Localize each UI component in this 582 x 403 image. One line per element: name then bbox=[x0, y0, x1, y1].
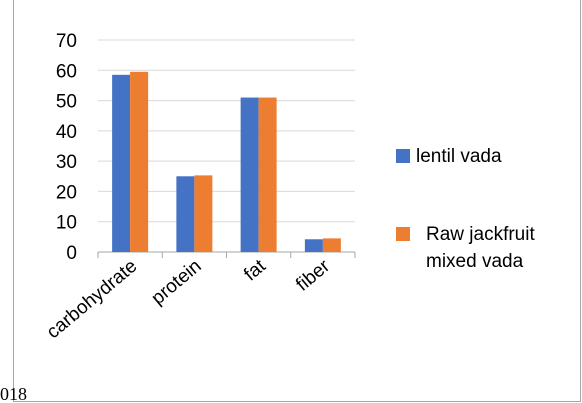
page-fragment-text: 018 bbox=[0, 384, 27, 403]
y-tick-label: 0 bbox=[66, 243, 77, 264]
y-tick-label: 50 bbox=[56, 92, 77, 113]
legend-label: Raw jackfruit bbox=[426, 224, 535, 245]
x-category-label: protein bbox=[148, 256, 206, 309]
legend-label: mixed vada bbox=[426, 251, 524, 272]
x-category-label: carbohydrate bbox=[43, 256, 141, 343]
y-axis-ticks: 0 10 20 30 40 50 60 70 bbox=[56, 31, 77, 264]
x-category-label: fiber bbox=[292, 255, 334, 295]
y-tick-label: 30 bbox=[56, 152, 77, 173]
legend: lentil vada Raw jackfruit mixed vada bbox=[396, 146, 535, 272]
bar-lentil-vada bbox=[176, 176, 195, 252]
legend-swatch bbox=[396, 227, 410, 241]
bar-jackfruit-vada bbox=[194, 175, 213, 252]
y-tick-label: 60 bbox=[56, 61, 77, 82]
y-tick-label: 70 bbox=[56, 31, 77, 52]
bars bbox=[112, 71, 341, 253]
bar-jackfruit-vada bbox=[258, 97, 277, 253]
y-tick-label: 20 bbox=[56, 182, 77, 203]
y-tick-label: 10 bbox=[56, 213, 77, 234]
legend-swatch bbox=[396, 149, 410, 163]
bar-lentil-vada bbox=[240, 97, 259, 253]
bar-jackfruit-vada bbox=[130, 71, 149, 252]
y-tick-label: 40 bbox=[56, 122, 77, 143]
legend-label: lentil vada bbox=[416, 146, 502, 167]
bar-jackfruit-vada bbox=[322, 238, 341, 252]
chart-frame bbox=[13, 0, 581, 402]
x-category-label: fat bbox=[240, 255, 270, 285]
x-axis-categories: carbohydrate protein fat fiber bbox=[43, 255, 335, 343]
bar-lentil-vada bbox=[304, 239, 323, 252]
bar-lentil-vada bbox=[112, 74, 131, 252]
